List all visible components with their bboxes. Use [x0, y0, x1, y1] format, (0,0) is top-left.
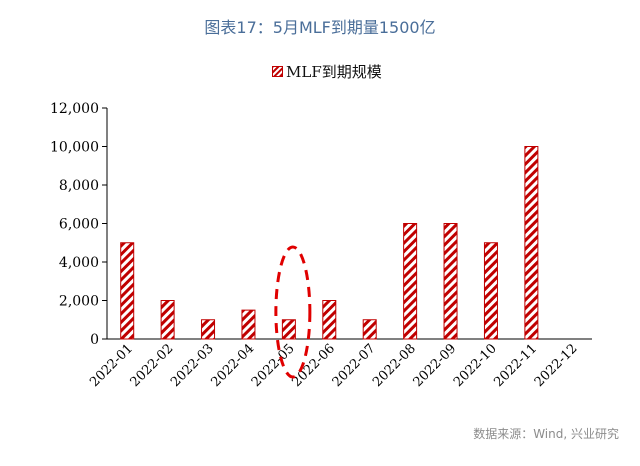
- data-source-note: 数据来源：Wind, 兴业研究: [473, 427, 619, 441]
- bar-2022-05: [281, 319, 296, 340]
- y-tick-label: 4,000: [59, 255, 99, 271]
- x-tick-label: 2022-06: [289, 341, 338, 390]
- x-tick-label: 2022-09: [411, 341, 460, 390]
- x-tick-label: 2022-08: [370, 341, 419, 390]
- bar-2022-06: [322, 300, 337, 340]
- x-tick-label: 2022-10: [451, 341, 500, 390]
- y-tick-label: 8,000: [59, 178, 99, 194]
- bar-2022-02: [160, 300, 175, 340]
- bar-2022-10: [483, 242, 498, 340]
- y-tick-label: 6,000: [59, 217, 99, 233]
- bar-2022-07: [362, 319, 377, 340]
- legend-label: MLF到期规模: [286, 62, 382, 81]
- y-tick-label: 10,000: [50, 140, 99, 156]
- x-tick-label: 2022-01: [87, 341, 136, 390]
- legend-swatch: [272, 65, 283, 77]
- x-tick-label: 2022-11: [491, 341, 540, 390]
- bar-2022-04: [241, 309, 256, 340]
- bar-2022-03: [201, 319, 216, 340]
- x-tick-label: 2022-03: [168, 341, 217, 390]
- x-tick-label: 2022-04: [208, 341, 257, 390]
- x-tick-label: 2022-05: [249, 341, 298, 390]
- highlight-ellipse: [274, 245, 312, 379]
- y-tick-label: 12,000: [50, 101, 99, 117]
- y-tick-label: 0: [90, 332, 99, 348]
- x-tick-label: 2022-12: [532, 341, 581, 390]
- bar-2022-11: [524, 146, 539, 340]
- y-tick-label: 2,000: [59, 294, 99, 310]
- bar-2022-08: [403, 223, 418, 340]
- x-tick-label: 2022-02: [128, 341, 177, 390]
- chart-title: 图表17：5月MLF到期量1500亿: [204, 18, 436, 37]
- bar-2022-09: [443, 223, 458, 340]
- bar-2022-01: [120, 242, 135, 340]
- chart-legend: MLF到期规模: [272, 62, 382, 81]
- x-tick-label: 2022-07: [330, 341, 379, 390]
